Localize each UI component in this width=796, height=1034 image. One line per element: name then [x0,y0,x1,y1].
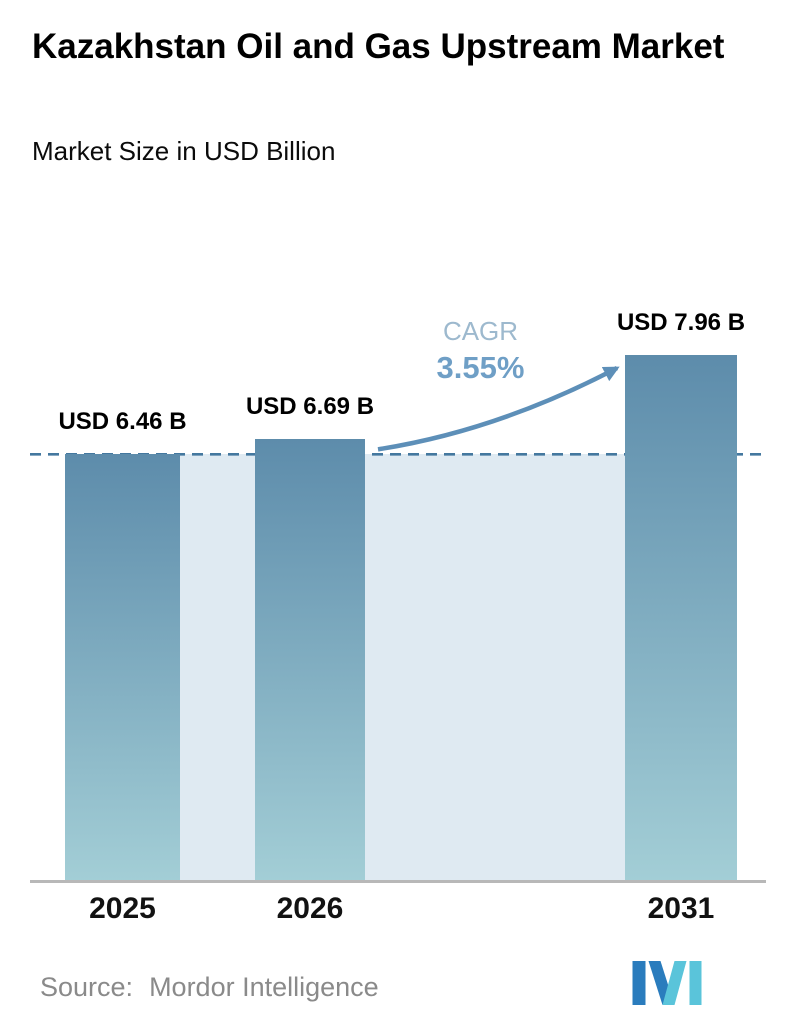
bar-value-label: USD 6.46 B [58,408,187,436]
chart-subtitle: Market Size in USD Billion [32,136,336,166]
bar-2025 [65,454,180,882]
bar-value-label: USD 6.69 B [245,393,375,421]
x-axis-label: 2031 [647,892,715,925]
cagr-value: 3.55% [436,350,525,385]
bar-2031 [625,355,737,882]
cagr-label: CAGR [442,316,519,346]
source-value: Mordor Intelligence [149,972,379,1002]
bar-2026 [255,439,365,882]
chart-title: Kazakhstan Oil and Gas Upstream Market [32,27,725,66]
cagr-annotation: CAGR 3.55% [408,316,553,386]
mordor-intelligence-logo [632,961,702,1005]
footer: Source: Mordor Intelligence [40,972,379,1003]
bar-value-label: USD 7.96 B [616,309,746,337]
source-label: Source: [40,972,134,1002]
x-axis-label: 2026 [276,892,344,925]
x-axis-line [30,880,766,883]
x-axis-label: 2025 [89,892,156,925]
